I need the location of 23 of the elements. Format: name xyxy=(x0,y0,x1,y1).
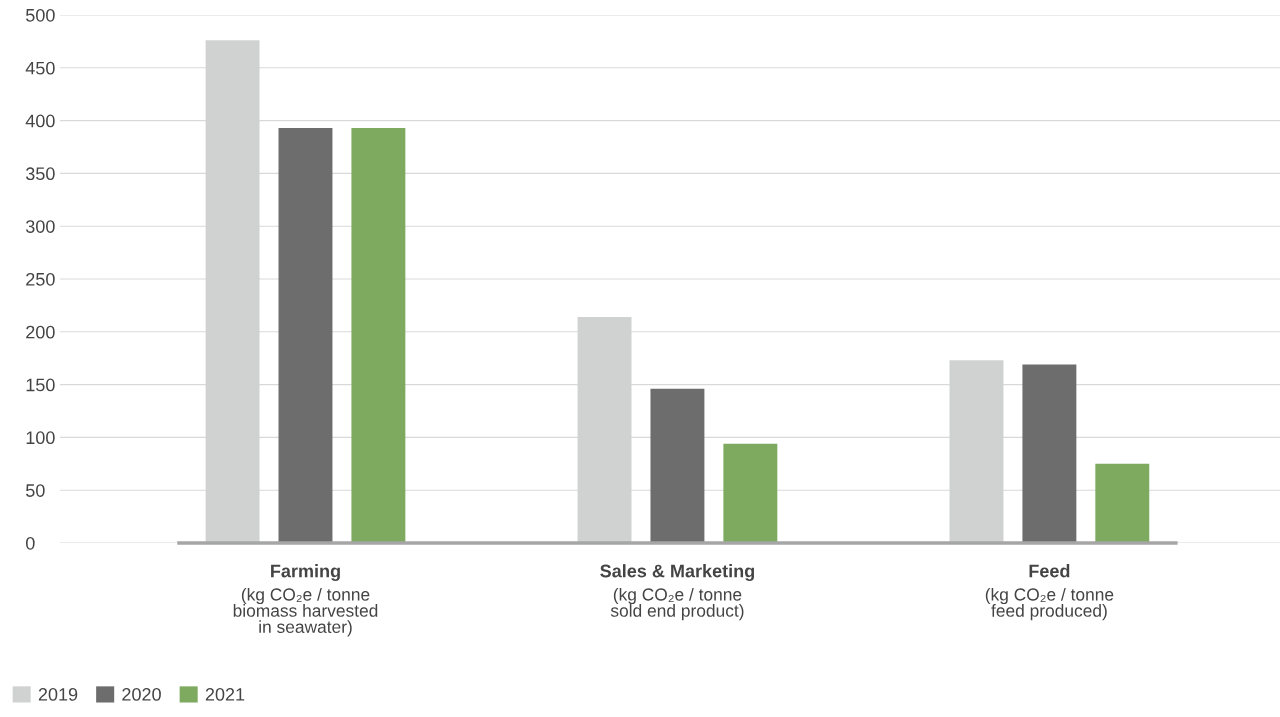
y-tick-label: 400 xyxy=(25,114,55,128)
y-tick-label: 100 xyxy=(26,431,55,445)
y-tick-label: 500 xyxy=(26,8,55,22)
x-tick-label: Sales & Marketing (kg CO₂e / tonne sold end product) xyxy=(600,564,754,621)
y-tick-label: 150 xyxy=(26,378,55,392)
bar xyxy=(1095,463,1150,543)
y-tick-label: 250 xyxy=(26,272,55,286)
legend-label: 2019 xyxy=(38,688,78,701)
bar xyxy=(650,388,705,543)
bar xyxy=(278,127,333,543)
y-tick-label: 300 xyxy=(25,220,55,233)
y-tick-label: 200 xyxy=(26,325,55,339)
y-tick-label: 0 xyxy=(25,536,35,550)
bar xyxy=(351,127,406,543)
y-tick-label: 450 xyxy=(25,61,55,75)
legend-label: 2020 xyxy=(122,688,161,701)
y-tick-label: 350 xyxy=(25,167,55,181)
x-tick-label: Feed (kg CO₂e / tonne feed produced) xyxy=(985,564,1114,621)
legend-label: 2021 xyxy=(205,688,245,701)
bar xyxy=(723,443,778,543)
x-tick-label: Farming (kg CO₂e / tonne biomass harvested in seawater) xyxy=(233,564,378,637)
y-tick-label: 50 xyxy=(26,484,45,497)
bar xyxy=(1022,364,1077,543)
